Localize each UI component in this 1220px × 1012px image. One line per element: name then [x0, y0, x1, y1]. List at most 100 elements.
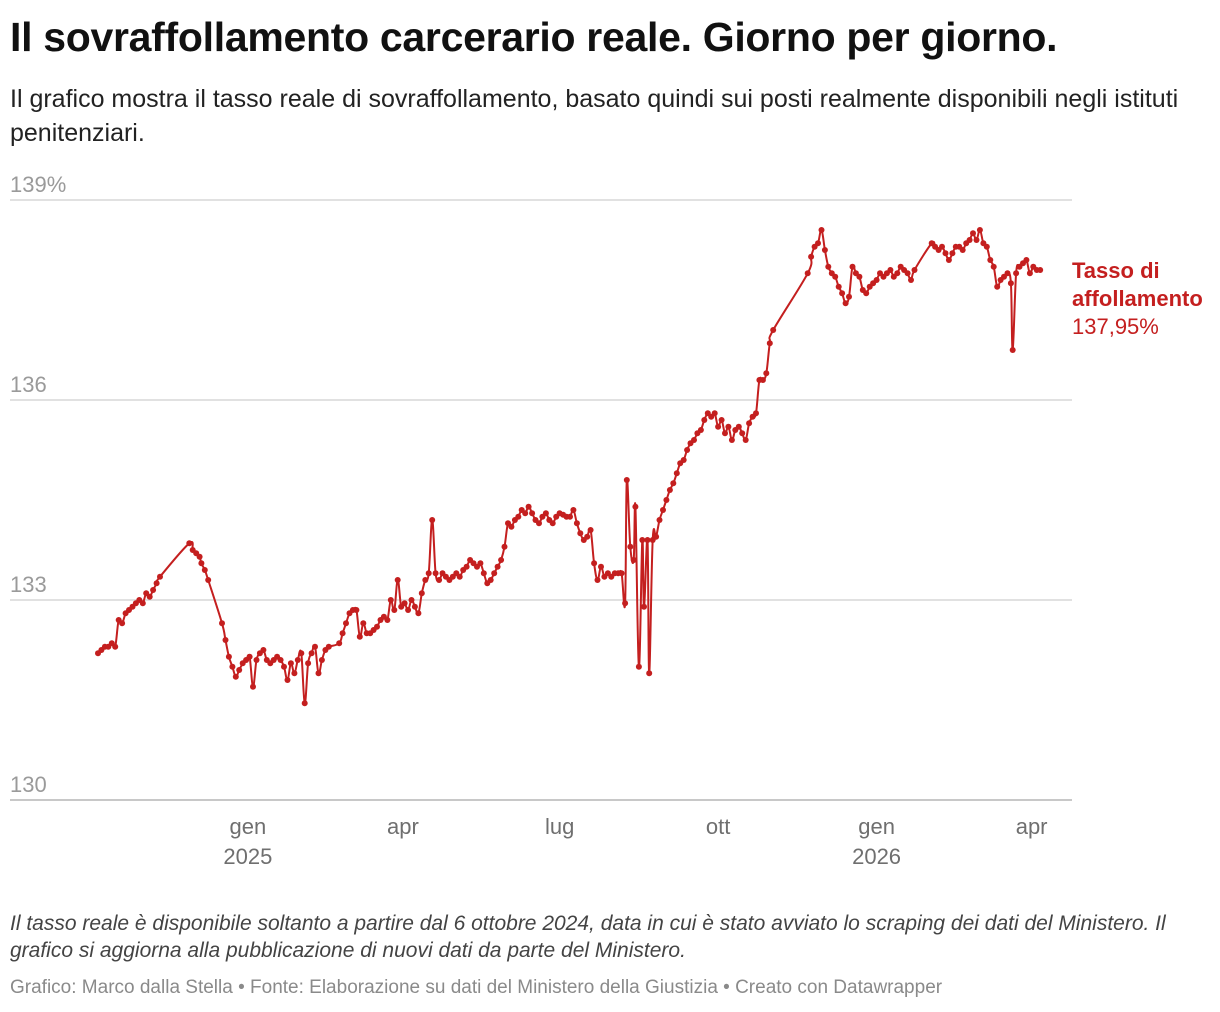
data-point: [966, 237, 973, 243]
data-point: [260, 647, 267, 653]
data-point: [976, 227, 983, 233]
data-point: [112, 643, 119, 650]
data-point: [119, 620, 126, 627]
data-point: [970, 230, 976, 237]
data-point: [753, 410, 759, 417]
data-point: [374, 623, 380, 630]
data-point: [196, 553, 203, 560]
data-point: [697, 427, 704, 433]
data-point: [570, 507, 577, 513]
x-tick-year-label: 2026: [852, 844, 901, 869]
x-tick-label: apr: [387, 814, 419, 839]
data-points-layer: [95, 227, 1044, 707]
data-point: [759, 377, 766, 383]
data-point: [842, 300, 849, 307]
data-point: [425, 570, 432, 577]
y-tick-label: 133: [10, 572, 47, 597]
data-point: [394, 577, 401, 583]
data-point: [623, 477, 630, 483]
data-point: [494, 563, 501, 570]
data-point: [653, 533, 660, 540]
data-point: [873, 277, 880, 283]
data-point: [150, 587, 157, 593]
data-point: [198, 560, 205, 567]
data-point: [725, 423, 732, 430]
data-point: [515, 513, 522, 520]
data-point: [949, 250, 956, 257]
x-tick-label: apr: [1016, 814, 1048, 839]
data-point: [680, 457, 687, 463]
data-point: [635, 663, 642, 670]
data-point: [894, 270, 901, 277]
data-point: [353, 607, 360, 613]
data-point: [815, 240, 821, 247]
data-point: [336, 640, 343, 647]
data-point: [356, 633, 363, 640]
data-point: [477, 560, 484, 567]
data-point: [186, 540, 193, 547]
data-point: [301, 700, 308, 707]
data-point: [525, 503, 532, 510]
data-point: [718, 417, 725, 423]
data-point: [766, 340, 773, 347]
data-point: [232, 673, 239, 680]
data-point: [343, 620, 349, 627]
data-point: [639, 537, 646, 543]
data-point: [277, 657, 284, 663]
data-point: [339, 630, 346, 637]
data-point: [246, 653, 253, 660]
data-point: [360, 620, 367, 627]
series-line-tasso-affollamento: [97, 228, 1041, 705]
chart-title: Il sovraffollamento carcerario reale. Gi…: [10, 14, 1058, 60]
data-point: [804, 270, 811, 277]
data-point: [939, 243, 945, 250]
x-tick-year-label: 2025: [223, 844, 272, 869]
data-point: [315, 670, 322, 677]
data-point: [480, 570, 487, 577]
data-point: [818, 227, 825, 233]
data-point: [632, 503, 639, 510]
data-point: [673, 470, 680, 477]
chart-area: 139% 136 133 130 gen 2025 apr lug ott gen 2026 apr…: [0, 160, 1220, 880]
data-point: [904, 270, 911, 277]
data-point: [287, 660, 294, 667]
grid-layer: 139% 136 133 130: [10, 172, 1072, 801]
data-point: [291, 670, 298, 677]
data-point: [722, 430, 728, 437]
data-point: [973, 237, 980, 243]
data-point: [825, 263, 832, 270]
data-point: [887, 267, 894, 273]
data-point: [422, 577, 429, 583]
data-point: [770, 327, 777, 333]
footnote: Il tasso reale è disponibile soltanto a …: [10, 912, 1166, 962]
data-point: [670, 480, 677, 487]
data-point: [863, 290, 870, 297]
data-point: [584, 533, 591, 540]
data-point: [577, 530, 584, 537]
series-end-label: Tasso di affollamento 137,95%: [1072, 258, 1203, 339]
data-point: [622, 600, 629, 607]
credits-line: Grafico: Marco dalla Stella • Fonte: Ela…: [10, 977, 943, 998]
data-point: [318, 657, 325, 663]
data-point: [418, 590, 425, 597]
data-point: [1023, 257, 1030, 263]
data-point: [1037, 267, 1044, 273]
data-point: [219, 620, 225, 627]
data-point: [627, 543, 634, 550]
data-point: [408, 597, 415, 603]
series-label-value: 137,95%: [1072, 314, 1159, 339]
data-point: [522, 510, 529, 517]
data-point: [684, 447, 691, 453]
data-point: [663, 497, 670, 503]
data-point: [959, 247, 966, 253]
data-point: [911, 267, 918, 273]
data-point: [1026, 270, 1033, 277]
data-point: [325, 643, 332, 650]
data-point: [253, 657, 260, 663]
data-point: [808, 253, 815, 260]
data-point: [411, 603, 418, 610]
data-point: [594, 577, 601, 583]
data-point: [839, 290, 846, 297]
line-chart: 139% 136 133 130 gen 2025 apr lug ott gen 2026 apr…: [10, 172, 1203, 869]
data-point: [994, 283, 1001, 290]
